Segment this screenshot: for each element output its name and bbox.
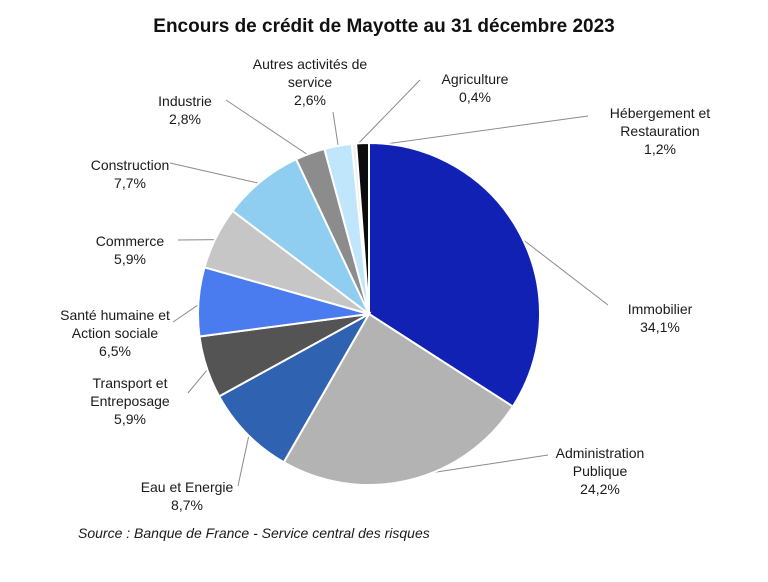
leader-line-3 [237, 430, 251, 487]
slice-label-line: Autres activités de [252, 56, 368, 72]
slice-label-line: 24,2% [580, 481, 620, 497]
pie-slice-3 [217, 311, 372, 464]
pie-slices [197, 141, 541, 486]
leader-line-8 [225, 99, 312, 158]
slice-label-line: 7,7% [114, 175, 146, 191]
slice-label-11: Hébergement et Restauration 1,2% [590, 104, 730, 158]
leader-line-7 [169, 162, 264, 185]
slice-label-2: Administration Publique 24,2% [540, 444, 660, 498]
slice-label-line: Agriculture [441, 71, 509, 87]
slice-label-line: Industrie [158, 93, 212, 109]
leader-lines [169, 79, 609, 487]
slice-label-line: Action sociale [71, 325, 159, 341]
slice-label-line: Publique [572, 463, 628, 479]
leader-line-11 [362, 115, 589, 148]
slice-label-line: 5,9% [114, 411, 146, 427]
slice-label-10: Agriculture 0,4% [420, 70, 530, 106]
pie-slice-2 [282, 312, 515, 486]
slice-label-line: Administration [555, 445, 645, 461]
slice-label-9: Autres activités de service 2,6% [245, 55, 375, 109]
slice-label-line: Immobilier [627, 301, 693, 317]
slice-label-line: Construction [90, 157, 170, 173]
slice-label-line: Hébergement et [609, 105, 711, 121]
slice-label-line: 1,2% [644, 141, 676, 157]
slice-label-4: Transport et Entreposage 5,9% [66, 374, 194, 428]
slice-label-line: Entreposage [90, 393, 170, 409]
leader-line-9 [332, 111, 340, 150]
slice-label-line: Transport et [92, 375, 168, 391]
slice-label-1: Immobilier 34,1% [610, 300, 710, 336]
leader-line-1 [515, 233, 609, 306]
slice-label-line: Restauration [620, 123, 700, 139]
leader-line-10 [353, 79, 421, 148]
slice-label-5: Santé humaine et Action sociale 6,5% [40, 306, 190, 360]
slice-label-7: Construction 7,7% [74, 156, 186, 192]
slice-label-line: Eau et Energie [140, 479, 234, 495]
slice-label-6: Commerce 5,9% [80, 232, 180, 268]
slice-label-line: 6,5% [99, 343, 131, 359]
chart-title: Encours de crédit de Mayotte au 31 décem… [153, 16, 615, 37]
slice-label-8: Industrie 2,8% [140, 92, 230, 128]
slice-label-line: 34,1% [640, 319, 680, 335]
slice-label-line: 2,6% [294, 92, 326, 108]
source-note: Source : Banque de France - Service cent… [78, 525, 430, 541]
slice-label-line: 2,8% [169, 111, 201, 127]
pie-slice-11 [355, 141, 370, 315]
slice-label-line: service [287, 74, 333, 90]
slice-label-line: Commerce [95, 233, 165, 249]
slice-label-line: 0,4% [459, 89, 491, 105]
slice-label-line: 8,7% [171, 497, 203, 513]
slice-label-line: 5,9% [114, 251, 146, 267]
slice-label-line: Santé humaine et [60, 307, 170, 323]
slice-label-3: Eau et Energie 8,7% [132, 478, 242, 514]
